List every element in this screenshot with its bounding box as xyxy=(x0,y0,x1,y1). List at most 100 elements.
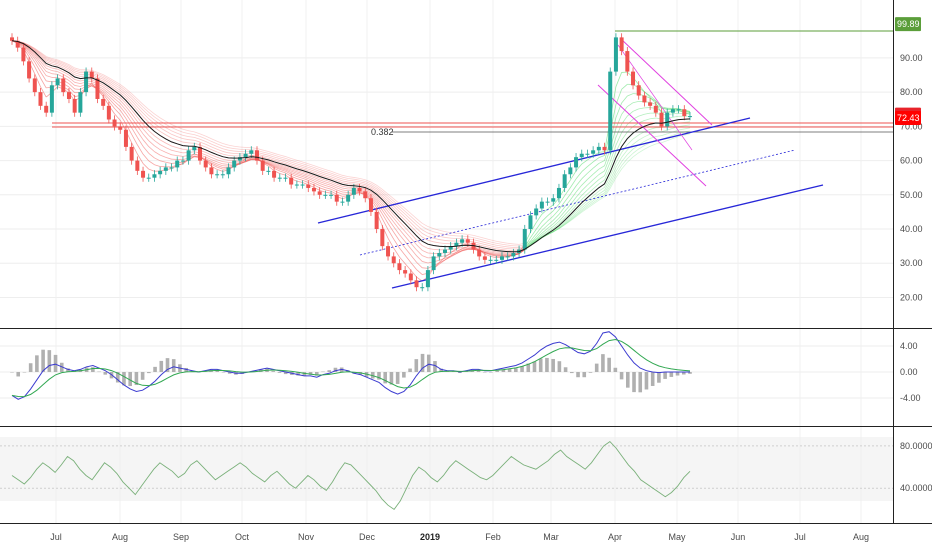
ribbon-line xyxy=(319,183,326,186)
ribbon-line xyxy=(273,166,280,170)
ribbon-line xyxy=(296,165,303,168)
ribbon-line xyxy=(444,255,451,259)
ribbon-line xyxy=(279,154,286,157)
ribbon-line xyxy=(558,224,565,229)
histogram-bar xyxy=(66,368,70,372)
ribbon-line xyxy=(490,252,497,255)
channel-upper-line[interactable] xyxy=(317,117,751,224)
ribbon-line xyxy=(456,250,463,254)
ribbon-line xyxy=(627,102,634,107)
ribbon-line xyxy=(273,164,280,168)
ribbon-line xyxy=(34,48,41,54)
ribbon-line xyxy=(319,181,326,184)
candle-body xyxy=(61,78,66,93)
ribbon-line xyxy=(302,161,309,165)
ribbon-line xyxy=(621,158,628,166)
histogram-bar xyxy=(545,357,549,372)
ribbon-line xyxy=(74,79,81,82)
ribbon-line xyxy=(268,151,275,154)
ribbon-line xyxy=(154,164,161,167)
ribbon-line xyxy=(205,146,212,150)
ribbon-line xyxy=(222,153,229,156)
ribbon-line xyxy=(535,221,543,230)
ribbon-line xyxy=(655,103,662,109)
ribbon-line xyxy=(119,100,127,107)
ribbon-line xyxy=(484,242,491,245)
ribbon-line xyxy=(336,191,343,195)
ribbon-line xyxy=(604,185,611,196)
pitchfork-median-line[interactable] xyxy=(617,44,693,151)
histogram-bar xyxy=(495,370,499,372)
ribbon-line xyxy=(649,97,657,102)
ribbon-line xyxy=(564,187,571,196)
ribbon-line xyxy=(40,77,47,89)
candle-body xyxy=(272,170,277,178)
histogram-bar xyxy=(501,369,506,372)
candle-body xyxy=(254,150,259,161)
candle-body xyxy=(300,184,305,186)
ribbon-line xyxy=(547,228,554,233)
ribbon-line xyxy=(348,181,354,183)
candle-body xyxy=(551,198,556,202)
price-badge xyxy=(895,111,921,126)
ribbon-line xyxy=(330,181,337,185)
ribbon-line xyxy=(382,201,389,209)
candle-body xyxy=(106,105,111,120)
ribbon-line xyxy=(325,189,332,192)
ribbon-line xyxy=(57,68,64,73)
ribbon-line xyxy=(592,168,600,175)
pitchfork-upper-line[interactable] xyxy=(619,37,713,126)
ribbon-line xyxy=(667,138,674,142)
ribbon-line xyxy=(119,114,127,125)
ribbon-line xyxy=(296,176,303,179)
ribbon-line xyxy=(222,158,229,161)
ribbon-line xyxy=(644,133,651,138)
ribbon-line xyxy=(28,45,36,51)
ribbon-line xyxy=(575,171,583,180)
time-tick-label: Sep xyxy=(173,532,189,542)
time-tick-label: Oct xyxy=(235,532,250,542)
histogram-bar xyxy=(688,372,692,374)
ribbon-line xyxy=(74,81,81,85)
time-axis[interactable]: Jul Aug Sep Oct Nov Dec 2019 Feb Mar Apr May Jun Jul… xyxy=(50,532,869,542)
ribbon-line xyxy=(63,65,70,70)
ribbon-line xyxy=(273,162,280,166)
price-axis[interactable]: 20.00 30.00 40.00 50.00 60.00 70.00 80.00 90.00… xyxy=(900,53,932,493)
ribbon-line xyxy=(496,244,503,247)
ribbon-line xyxy=(490,247,497,250)
ribbon-line xyxy=(553,228,560,233)
ribbon-line xyxy=(433,237,440,240)
ribbon-line xyxy=(587,200,594,206)
ribbon-line xyxy=(547,226,554,232)
channel-lower-line[interactable] xyxy=(391,184,824,289)
ribbon-line xyxy=(182,138,189,141)
ribbon-line xyxy=(325,174,332,178)
ribbon-line xyxy=(296,161,303,165)
ribbon-line xyxy=(456,250,463,253)
ribbon-line xyxy=(382,206,389,215)
candle-body xyxy=(443,249,448,253)
ribbon-line xyxy=(348,178,354,180)
ribbon-line xyxy=(108,90,115,97)
ribbon-line xyxy=(68,80,75,86)
ribbon-line xyxy=(422,267,428,269)
ribbon-line xyxy=(102,95,110,106)
ribbon-line xyxy=(131,142,138,155)
channel-median-line[interactable] xyxy=(359,149,796,256)
histogram-bar xyxy=(482,372,487,373)
ribbon-line xyxy=(325,181,332,184)
ribbon-line xyxy=(416,227,423,234)
ribbon-line xyxy=(239,158,246,163)
ribbon-line xyxy=(627,118,634,125)
ribbon-line xyxy=(558,214,565,222)
ribbon-line xyxy=(205,154,212,158)
ribbon-line xyxy=(28,44,35,49)
drawings[interactable] xyxy=(52,30,893,289)
histogram-bar xyxy=(607,357,611,372)
ribbon-line xyxy=(450,253,457,257)
pitchfork-lower-line[interactable] xyxy=(597,84,707,187)
ribbon-line xyxy=(672,129,679,133)
ribbon-line xyxy=(592,157,600,163)
ribbon-line xyxy=(609,167,617,181)
